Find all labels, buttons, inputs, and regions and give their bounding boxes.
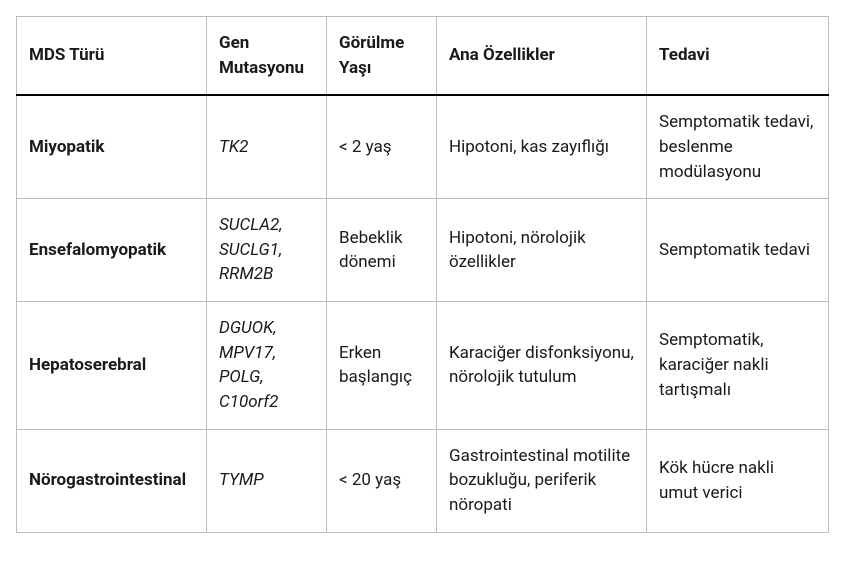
- cell-mds-type: Miyopatik: [17, 95, 207, 198]
- col-header-mds-type: MDS Türü: [17, 17, 207, 96]
- cell-treatment: Kök hücre nakli umut verici: [647, 429, 829, 532]
- cell-features: Hipotoni, nörolojik özellikler: [437, 199, 647, 302]
- cell-treatment: Semptomatik, karaciğer nakli tartışmalı: [647, 302, 829, 430]
- cell-mds-type: Hepatoserebral: [17, 302, 207, 430]
- table-row: Ensefalomyopatik SUCLA2, SUCLG1, RRM2B B…: [17, 199, 829, 302]
- cell-age: Erken başlangıç: [327, 302, 437, 430]
- cell-age: < 2 yaş: [327, 95, 437, 198]
- mds-table: MDS Türü Gen Mutasyonu Görülme Yaşı Ana …: [16, 16, 829, 533]
- cell-mds-type: Nörogastrointestinal: [17, 429, 207, 532]
- cell-age: < 20 yaş: [327, 429, 437, 532]
- cell-gene: TK2: [207, 95, 327, 198]
- cell-features: Karaciğer disfonksiyonu, nörolojik tutul…: [437, 302, 647, 430]
- cell-gene: TYMP: [207, 429, 327, 532]
- cell-gene: DGUOK, MPV17, POLG, C10orf2: [207, 302, 327, 430]
- table-header: MDS Türü Gen Mutasyonu Görülme Yaşı Ana …: [17, 17, 829, 96]
- col-header-age: Görülme Yaşı: [327, 17, 437, 96]
- table-row: Hepatoserebral DGUOK, MPV17, POLG, C10or…: [17, 302, 829, 430]
- table-header-row: MDS Türü Gen Mutasyonu Görülme Yaşı Ana …: [17, 17, 829, 96]
- cell-gene: SUCLA2, SUCLG1, RRM2B: [207, 199, 327, 302]
- cell-features: Gastrointestinal motilite bozukluğu, per…: [437, 429, 647, 532]
- table-row: Miyopatik TK2 < 2 yaş Hipotoni, kas zayı…: [17, 95, 829, 198]
- cell-features: Hipotoni, kas zayıflığı: [437, 95, 647, 198]
- col-header-features: Ana Özellikler: [437, 17, 647, 96]
- cell-age: Bebeklik dönemi: [327, 199, 437, 302]
- table-row: Nörogastrointestinal TYMP < 20 yaş Gastr…: [17, 429, 829, 532]
- cell-treatment: Semptomatik tedavi, beslenme modülasyonu: [647, 95, 829, 198]
- table-body: Miyopatik TK2 < 2 yaş Hipotoni, kas zayı…: [17, 95, 829, 532]
- cell-treatment: Semptomatik tedavi: [647, 199, 829, 302]
- cell-mds-type: Ensefalomyopatik: [17, 199, 207, 302]
- col-header-gene: Gen Mutasyonu: [207, 17, 327, 96]
- col-header-treatment: Tedavi: [647, 17, 829, 96]
